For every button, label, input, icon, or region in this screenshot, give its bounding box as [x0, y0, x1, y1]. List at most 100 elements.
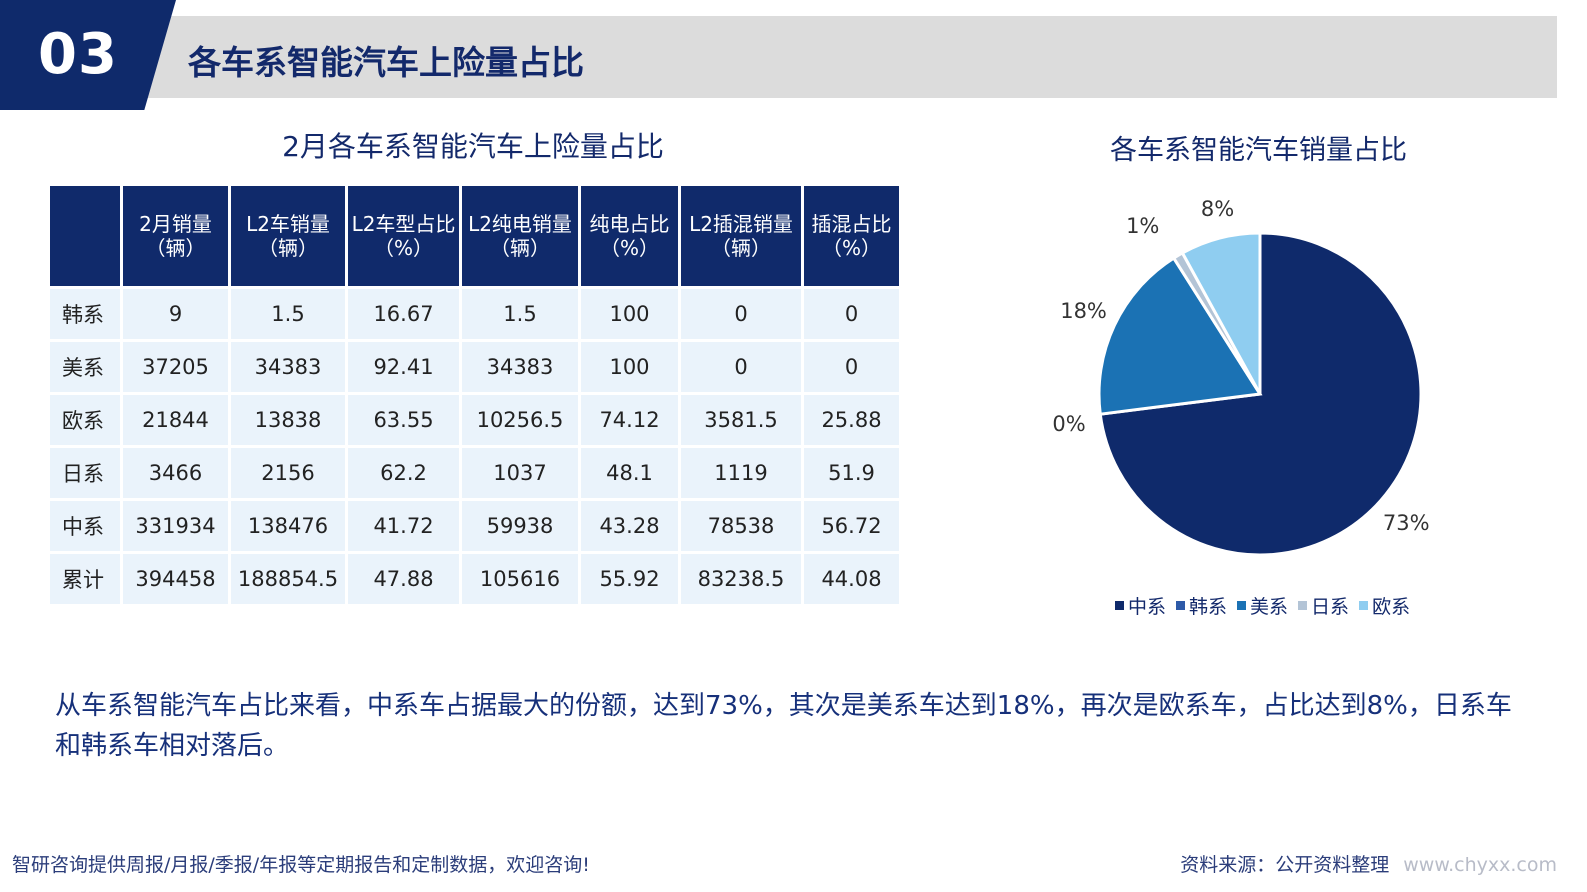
table-header-cell: L2纯电销量（辆） [462, 186, 578, 286]
footer-source-block: 资料来源：公开资料整理 www.chyxx.com [1180, 850, 1557, 877]
table-header-row: 2月销量（辆） L2车销量（辆） L2车型占比（%） L2纯电销量（辆） 纯电占比（%）… [50, 186, 899, 286]
row-label: 日系 [50, 448, 120, 498]
pie-data-label: 0% [1052, 412, 1085, 436]
table-row: 中系 331934 138476 41.72 59938 43.28 78538 56.72 [50, 501, 899, 551]
table-cell: 13838 [231, 395, 345, 445]
table-cell: 74.12 [581, 395, 678, 445]
table-row: 日系 3466 2156 62.2 1037 48.1 1119 51.9 [50, 448, 899, 498]
pie-chart: 73% 0% 18% 1% 8% [1052, 197, 1430, 557]
table-header-cell: 2月销量（辆） [123, 186, 228, 286]
table-cell: 0 [804, 342, 899, 392]
table-cell: 100 [581, 289, 678, 339]
table-corner [50, 186, 120, 286]
section-number: 03 [38, 22, 118, 87]
table-cell: 16.67 [348, 289, 459, 339]
footer-site[interactable]: www.chyxx.com [1403, 854, 1557, 876]
table-cell: 83238.5 [681, 554, 801, 604]
table-cell: 51.9 [804, 448, 899, 498]
table-cell: 41.72 [348, 501, 459, 551]
table-cell: 2156 [231, 448, 345, 498]
table-cell: 1.5 [231, 289, 345, 339]
sales-table: 2月销量（辆） L2车销量（辆） L2车型占比（%） L2纯电销量（辆） 纯电占比（%）… [47, 183, 902, 607]
table-row: 美系 37205 34383 92.41 34383 100 0 0 [50, 342, 899, 392]
table-cell: 0 [681, 289, 801, 339]
table-cell: 59938 [462, 501, 578, 551]
legend-swatch [1176, 601, 1186, 610]
header-bar [0, 16, 1557, 98]
table-cell: 56.72 [804, 501, 899, 551]
table-cell: 21844 [123, 395, 228, 445]
legend-item: 欧系 [1359, 592, 1410, 619]
pie-data-label: 73% [1383, 511, 1430, 535]
pie-data-label: 1% [1126, 214, 1159, 238]
legend-item: 日系 [1298, 592, 1349, 619]
table-cell: 105616 [462, 554, 578, 604]
legend-item: 中系 [1115, 592, 1166, 619]
table-cell: 1.5 [462, 289, 578, 339]
row-label: 中系 [50, 501, 120, 551]
table-header-cell: 纯电占比（%） [581, 186, 678, 286]
pie-slice [1180, 231, 1262, 395]
table-header-cell: L2插混销量（辆） [681, 186, 801, 286]
legend-label: 韩系 [1189, 596, 1228, 618]
summary-text: 从车系智能汽车占比来看，中系车占据最大的份额，达到73%，其次是美系车达到18%… [55, 691, 1512, 761]
table-cell: 55.92 [581, 554, 678, 604]
legend-swatch [1237, 601, 1247, 610]
legend-item: 美系 [1237, 592, 1288, 619]
table-header-cell: L2车销量（辆） [231, 186, 345, 286]
table-cell: 138476 [231, 501, 345, 551]
table-cell: 3581.5 [681, 395, 801, 445]
table-cell: 25.88 [804, 395, 899, 445]
table-cell: 48.1 [581, 448, 678, 498]
chart-title: 各车系智能汽车销量占比 [1110, 135, 1407, 166]
table-row: 累计 394458 188854.5 47.88 105616 55.92 83238.5 4… [50, 554, 899, 604]
table-cell: 0 [681, 342, 801, 392]
table-row: 欧系 21844 13838 63.55 10256.5 74.12 3581.5 25.88 [50, 395, 899, 445]
legend-label: 欧系 [1372, 596, 1411, 618]
table-cell: 100 [581, 342, 678, 392]
legend-label: 日系 [1311, 596, 1350, 618]
table-cell: 1037 [462, 448, 578, 498]
legend-swatch [1298, 601, 1308, 610]
table-cell: 63.55 [348, 395, 459, 445]
page-title: 各车系智能汽车上险量占比 [188, 43, 584, 82]
row-label: 累计 [50, 554, 120, 604]
table-cell: 78538 [681, 501, 801, 551]
table-cell: 394458 [123, 554, 228, 604]
footer-source: 资料来源：公开资料整理 [1180, 854, 1390, 876]
table-header-cell: 插混占比（%） [804, 186, 899, 286]
row-label: 欧系 [50, 395, 120, 445]
footer-note: 智研咨询提供周报/月报/季报/年报等定期报告和定制数据，欢迎咨询! [12, 854, 590, 876]
pie-data-label: 18% [1060, 299, 1107, 323]
legend-label: 中系 [1128, 596, 1167, 618]
table-cell: 331934 [123, 501, 228, 551]
table-cell: 34383 [231, 342, 345, 392]
pie-data-label: 8% [1201, 197, 1234, 221]
table-title: 2月各车系智能汽车上险量占比 [282, 130, 664, 163]
row-label: 美系 [50, 342, 120, 392]
table-cell: 62.2 [348, 448, 459, 498]
table-cell: 1119 [681, 448, 801, 498]
table-cell: 37205 [123, 342, 228, 392]
legend-item: 韩系 [1176, 592, 1227, 619]
legend-swatch [1359, 601, 1369, 610]
table-cell: 44.08 [804, 554, 899, 604]
table-cell: 9 [123, 289, 228, 339]
table-cell: 43.28 [581, 501, 678, 551]
legend-swatch [1115, 601, 1124, 610]
section-badge [0, 0, 176, 110]
legend-label: 美系 [1250, 596, 1289, 618]
pie-slice [1097, 255, 1263, 416]
table-cell: 10256.5 [462, 395, 578, 445]
table-cell: 0 [804, 289, 899, 339]
table-cell: 92.41 [348, 342, 459, 392]
row-label: 韩系 [50, 289, 120, 339]
table-cell: 47.88 [348, 554, 459, 604]
table-row: 韩系 9 1.5 16.67 1.5 100 0 0 [50, 289, 899, 339]
table-body: 韩系 9 1.5 16.67 1.5 100 0 0 美系 37205 34383 92.41 3438… [50, 289, 899, 604]
table-cell: 34383 [462, 342, 578, 392]
table-header-cell: L2车型占比（%） [348, 186, 459, 286]
table-cell: 188854.5 [231, 554, 345, 604]
chart-legend: 中系 韩系 美系 日系 欧系 [1115, 592, 1410, 619]
table-cell: 3466 [123, 448, 228, 498]
